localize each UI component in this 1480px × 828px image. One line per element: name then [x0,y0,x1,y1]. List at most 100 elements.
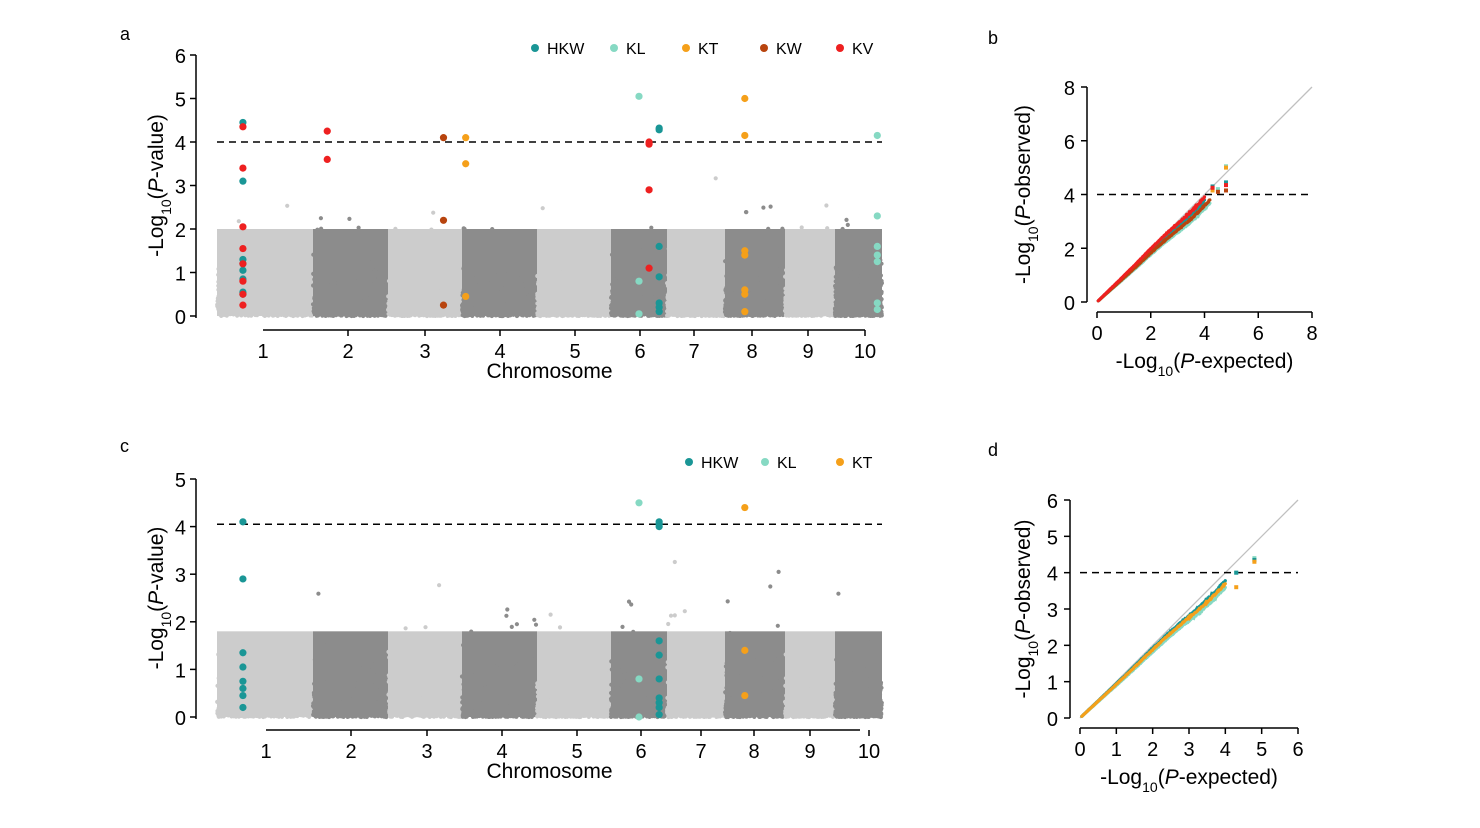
snp-KV-chr1-4 [239,260,247,268]
x-tick-label-9: 9 [804,741,815,763]
snp-HKW-chr1-7 [239,703,247,712]
x-tick-label-1: 1 [257,341,268,363]
x-tick-label-0: 0 [1074,739,1085,761]
legend-label-HKW: HKW [547,41,585,58]
x-tick-label-4: 4 [1220,739,1231,761]
snp-HKW-chr6-3 [655,637,663,645]
y-tick-label-2: 2 [1047,636,1058,658]
legend-marker-KV [836,44,844,52]
chromosome-snps-8 [723,569,788,720]
legend-label-KW: KW [776,41,803,58]
snp-KV-chr2-0 [323,127,331,135]
legend: HKW KL KT KW KV [531,41,874,58]
snp-KT-chr8-2 [741,691,749,700]
snp-KT-chr8-6 [741,308,749,316]
snp-KT-chr3-2 [462,292,470,301]
y-axis-label: -Log10(P-observed) [1012,105,1041,284]
y-tick-label-4: 4 [1047,564,1058,586]
y-tick-label-0: 0 [1047,709,1058,731]
snp-HKW-chr1-1 [239,575,247,583]
snp-KV-chr1-1 [239,164,247,172]
x-tick-label-4: 4 [494,341,505,363]
snp-KL-chr6-2 [635,713,643,721]
snp-HKW-chr6-2 [655,242,663,250]
y-tick-label-3: 3 [175,177,186,199]
x-tick-label-10: 10 [854,341,876,363]
snp-KT-chr8-1 [741,131,749,140]
x-tick-label-5: 5 [1256,739,1267,761]
qq-tail-point-KW-0 [1215,189,1220,194]
x-tick-label-2: 2 [345,741,356,763]
snp-HKW-chr1-2 [239,649,247,657]
x-tick-label-8: 8 [1306,323,1317,345]
snp-HKW-chr1-5 [239,684,247,693]
y-tick-label-2: 2 [175,220,186,242]
y-axis-label: -Log10(P-observed) [1012,519,1041,698]
x-axis-label: -Log10(P-expected) [1116,350,1294,379]
y-tick-label-5: 5 [175,470,186,492]
y-tick-label-2: 2 [175,613,186,635]
chromosome-snps-2 [310,216,391,319]
chromosome-snps-1 [215,635,316,720]
snp-KL-chr6-1 [635,675,643,683]
x-tick-label-2: 2 [1147,739,1158,761]
snp-KT-chr8-0 [741,94,749,103]
snp-KL-chr10-4 [873,258,881,266]
y-tick-label-3: 3 [175,565,186,587]
x-axis-label: Chromosome [486,760,612,783]
y-tick-label-6: 6 [1064,132,1075,154]
snp-KL-chr6-0 [635,499,643,507]
chromosome-snps-5 [535,206,613,319]
x-tick-label-5: 5 [571,741,582,763]
x-tick-label-0: 0 [1091,323,1102,345]
legend-marker-KL [761,458,769,466]
chromosome-snps-2 [310,591,390,720]
qq-curve-KT [1080,582,1227,718]
snp-HKW-chr1-3 [239,663,247,671]
snp-KV-chr1-2 [239,223,247,231]
chromosome-snps-7 [665,559,728,720]
legend-marker-KL [610,44,618,52]
chromosome-snps-7 [665,176,727,319]
panel-label-d: d [988,440,998,460]
legend-marker-HKW [685,458,693,466]
snp-KV-chr1-5 [239,277,247,285]
qq-tail-point-KT-0 [1234,585,1239,590]
x-tick-label-9: 9 [802,341,813,363]
qq-tail-point-KW-1 [1224,188,1228,193]
chromosome-snps-10 [832,591,884,720]
chromosome-snps-3 [386,210,465,319]
legend-label-KT: KT [698,41,719,58]
x-tick-label-7: 7 [695,741,706,763]
y-tick-label-3: 3 [1047,600,1058,622]
legend-marker-HKW [531,44,539,52]
y-tick-label-6: 6 [1047,491,1058,513]
snp-KL-chr6-0 [635,92,643,100]
snp-HKW-chr1-1 [239,177,247,185]
qq-tail-point-KV-0 [1210,185,1215,190]
qq-tail-point-KT-1 [1252,559,1257,564]
y-tick-label-4: 4 [1064,186,1075,208]
x-tick-label-6: 6 [635,741,646,763]
chromosome-snps-8 [722,204,788,318]
y-axis-label: -Log10(P-value) [145,527,174,670]
y-tick-label-1: 1 [175,264,186,286]
chromosome-snps-4 [460,226,540,319]
snp-HKW-chr6-9 [655,711,663,719]
qq-tail-point-HKW-1 [1224,180,1228,185]
snp-KW-chr3-2 [439,301,448,309]
x-axis-label: -Log10(P-expected) [1100,766,1278,795]
x-tick-label-3: 3 [1183,739,1194,761]
x-tick-label-2: 2 [342,341,353,363]
snp-KV-chr1-6 [239,290,247,298]
snp-HKW-chr1-4 [239,677,247,685]
snp-KT-chr3-1 [462,160,470,168]
x-tick-label-6: 6 [1292,739,1303,761]
snp-KL-chr10-5 [873,299,881,307]
x-tick-label-4: 4 [1199,323,1210,345]
y-tick-label-0: 0 [175,307,186,329]
legend-label-HKW: HKW [701,455,739,472]
snp-HKW-chr6-4 [655,651,663,659]
chromosome-snps-3 [386,583,465,720]
